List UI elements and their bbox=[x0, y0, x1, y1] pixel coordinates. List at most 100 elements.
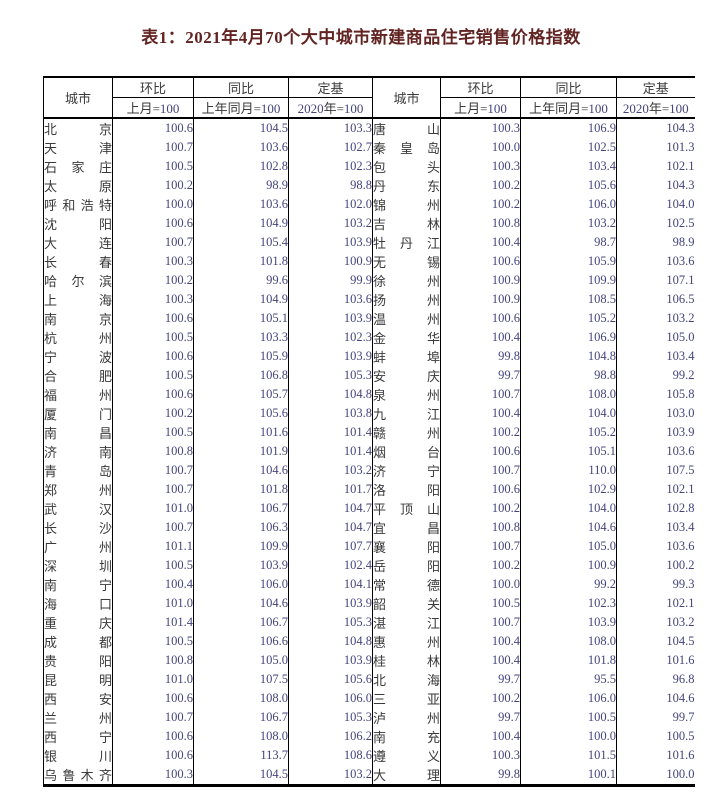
header-yoy-base-left: 上年同月=100 bbox=[193, 97, 289, 119]
index-value-cell: 100.3 bbox=[112, 765, 194, 786]
index-value-cell: 101.1 bbox=[112, 537, 194, 556]
index-value-cell: 105.1 bbox=[520, 442, 617, 461]
index-value-cell: 100.6 bbox=[112, 214, 194, 233]
index-value-cell: 100.5 bbox=[440, 594, 521, 613]
index-value-cell: 102.8 bbox=[616, 499, 695, 518]
index-value-cell: 104.0 bbox=[520, 499, 617, 518]
index-value-cell: 108.5 bbox=[520, 290, 617, 309]
index-value-cell: 99.6 bbox=[193, 271, 289, 290]
table-row: 太原 100.2 98.9 98.8 丹东 100.2 105.6 104.3 bbox=[43, 176, 695, 195]
table-body: 北京 100.6 104.5 103.3 唐山 100.3 106.9 104.3 天津 100.… bbox=[43, 118, 695, 786]
index-value-cell: 103.2 bbox=[616, 309, 695, 328]
index-value-cell: 100.3 bbox=[440, 118, 521, 138]
table-row: 重庆 101.4 106.7 105.3 湛江 100.7 103.9 103.2 bbox=[43, 613, 695, 632]
index-value-cell: 99.7 bbox=[616, 708, 695, 727]
index-value-cell: 102.9 bbox=[520, 480, 617, 499]
index-value-cell: 103.9 bbox=[616, 423, 695, 442]
index-value-cell: 100.8 bbox=[440, 518, 521, 537]
index-value-cell: 101.0 bbox=[112, 670, 194, 689]
table-row: 长沙 100.7 106.3 104.7 宜昌 100.8 104.6 103.4 bbox=[43, 518, 695, 537]
index-value-cell: 100.6 bbox=[440, 442, 521, 461]
index-value-cell: 101.6 bbox=[193, 423, 289, 442]
city-name-cell: 长沙 bbox=[43, 518, 113, 537]
index-value-cell: 103.6 bbox=[193, 138, 289, 157]
header-yoy-base-right: 上年同月=100 bbox=[520, 97, 617, 119]
city-name-cell: 包头 bbox=[372, 157, 441, 176]
city-name-cell: 大连 bbox=[43, 233, 113, 252]
city-name-cell: 温州 bbox=[372, 309, 441, 328]
index-value-cell: 101.0 bbox=[112, 594, 194, 613]
city-name-cell: 徐州 bbox=[372, 271, 441, 290]
city-name-cell: 西安 bbox=[43, 689, 113, 708]
city-name-cell: 常德 bbox=[372, 575, 441, 594]
city-name-cell: 锦州 bbox=[372, 195, 441, 214]
table-row: 上海 100.3 104.9 103.6 扬州 100.9 108.5 106.5 bbox=[43, 290, 695, 309]
index-value-cell: 100.2 bbox=[440, 499, 521, 518]
header-city-left: 城市 bbox=[43, 77, 113, 119]
city-name-cell: 秦皇岛 bbox=[372, 138, 441, 157]
city-name-cell: 三亚 bbox=[372, 689, 441, 708]
table-row: 杭州 100.5 103.3 102.3 金华 100.4 106.9 105.0 bbox=[43, 328, 695, 347]
header-fixed-base-left: 2020年=100 bbox=[288, 97, 373, 119]
index-value-cell: 104.6 bbox=[193, 594, 289, 613]
index-value-cell: 100.0 bbox=[112, 195, 194, 214]
table-row: 哈尔滨 100.2 99.6 99.9 徐州 100.9 109.9 107.1 bbox=[43, 271, 695, 290]
index-value-cell: 99.7 bbox=[440, 670, 521, 689]
index-value-cell: 103.4 bbox=[520, 157, 617, 176]
index-value-cell: 102.5 bbox=[520, 138, 617, 157]
index-value-cell: 108.6 bbox=[288, 746, 373, 765]
index-value-cell: 105.3 bbox=[288, 366, 373, 385]
city-name-cell: 乌鲁木齐 bbox=[43, 765, 113, 786]
index-value-cell: 100.4 bbox=[440, 727, 521, 746]
index-value-cell: 105.3 bbox=[288, 708, 373, 727]
index-value-cell: 106.8 bbox=[193, 366, 289, 385]
index-value-cell: 100.9 bbox=[520, 556, 617, 575]
index-value-cell: 103.9 bbox=[288, 233, 373, 252]
index-value-cell: 104.7 bbox=[288, 499, 373, 518]
index-value-cell: 100.6 bbox=[112, 309, 194, 328]
index-value-cell: 106.9 bbox=[520, 118, 617, 138]
city-name-cell: 成都 bbox=[43, 632, 113, 651]
index-value-cell: 100.4 bbox=[112, 575, 194, 594]
index-value-cell: 105.6 bbox=[288, 670, 373, 689]
index-value-cell: 104.9 bbox=[193, 214, 289, 233]
table-row: 厦门 100.2 105.6 103.8 九江 100.4 104.0 103.0 bbox=[43, 404, 695, 423]
index-value-cell: 98.8 bbox=[288, 176, 373, 195]
index-value-cell: 100.6 bbox=[440, 309, 521, 328]
table-row: 兰州 100.7 106.7 105.3 泸州 99.7 100.5 99.7 bbox=[43, 708, 695, 727]
city-name-cell: 岳阳 bbox=[372, 556, 441, 575]
city-name-cell: 桂林 bbox=[372, 651, 441, 670]
index-value-cell: 98.9 bbox=[616, 233, 695, 252]
index-value-cell: 100.5 bbox=[112, 157, 194, 176]
index-value-cell: 106.9 bbox=[520, 328, 617, 347]
city-name-cell: 广州 bbox=[43, 537, 113, 556]
index-value-cell: 101.4 bbox=[288, 423, 373, 442]
city-name-cell: 宜昌 bbox=[372, 518, 441, 537]
city-name-cell: 西宁 bbox=[43, 727, 113, 746]
city-name-cell: 福州 bbox=[43, 385, 113, 404]
city-name-cell: 泉州 bbox=[372, 385, 441, 404]
index-value-cell: 105.9 bbox=[520, 252, 617, 271]
index-value-cell: 102.1 bbox=[616, 157, 695, 176]
index-value-cell: 100.9 bbox=[440, 271, 521, 290]
city-name-cell: 金华 bbox=[372, 328, 441, 347]
table-row: 南宁 100.4 106.0 104.1 常德 100.0 99.2 99.3 bbox=[43, 575, 695, 594]
index-value-cell: 100.7 bbox=[112, 138, 194, 157]
index-value-cell: 100.7 bbox=[440, 385, 521, 404]
city-name-cell: 扬州 bbox=[372, 290, 441, 309]
index-value-cell: 103.9 bbox=[288, 309, 373, 328]
city-name-cell: 泸州 bbox=[372, 708, 441, 727]
index-value-cell: 103.4 bbox=[616, 518, 695, 537]
index-value-cell: 100.5 bbox=[112, 556, 194, 575]
index-value-cell: 102.7 bbox=[288, 138, 373, 157]
city-name-cell: 南昌 bbox=[43, 423, 113, 442]
index-value-cell: 100.6 bbox=[112, 689, 194, 708]
table-row: 沈阳 100.6 104.9 103.2 吉林 100.8 103.2 102.5 bbox=[43, 214, 695, 233]
index-value-cell: 103.0 bbox=[616, 404, 695, 423]
index-value-cell: 102.5 bbox=[616, 214, 695, 233]
city-name-cell: 宁波 bbox=[43, 347, 113, 366]
index-value-cell: 100.7 bbox=[112, 708, 194, 727]
city-name-cell: 兰州 bbox=[43, 708, 113, 727]
index-value-cell: 105.1 bbox=[193, 309, 289, 328]
